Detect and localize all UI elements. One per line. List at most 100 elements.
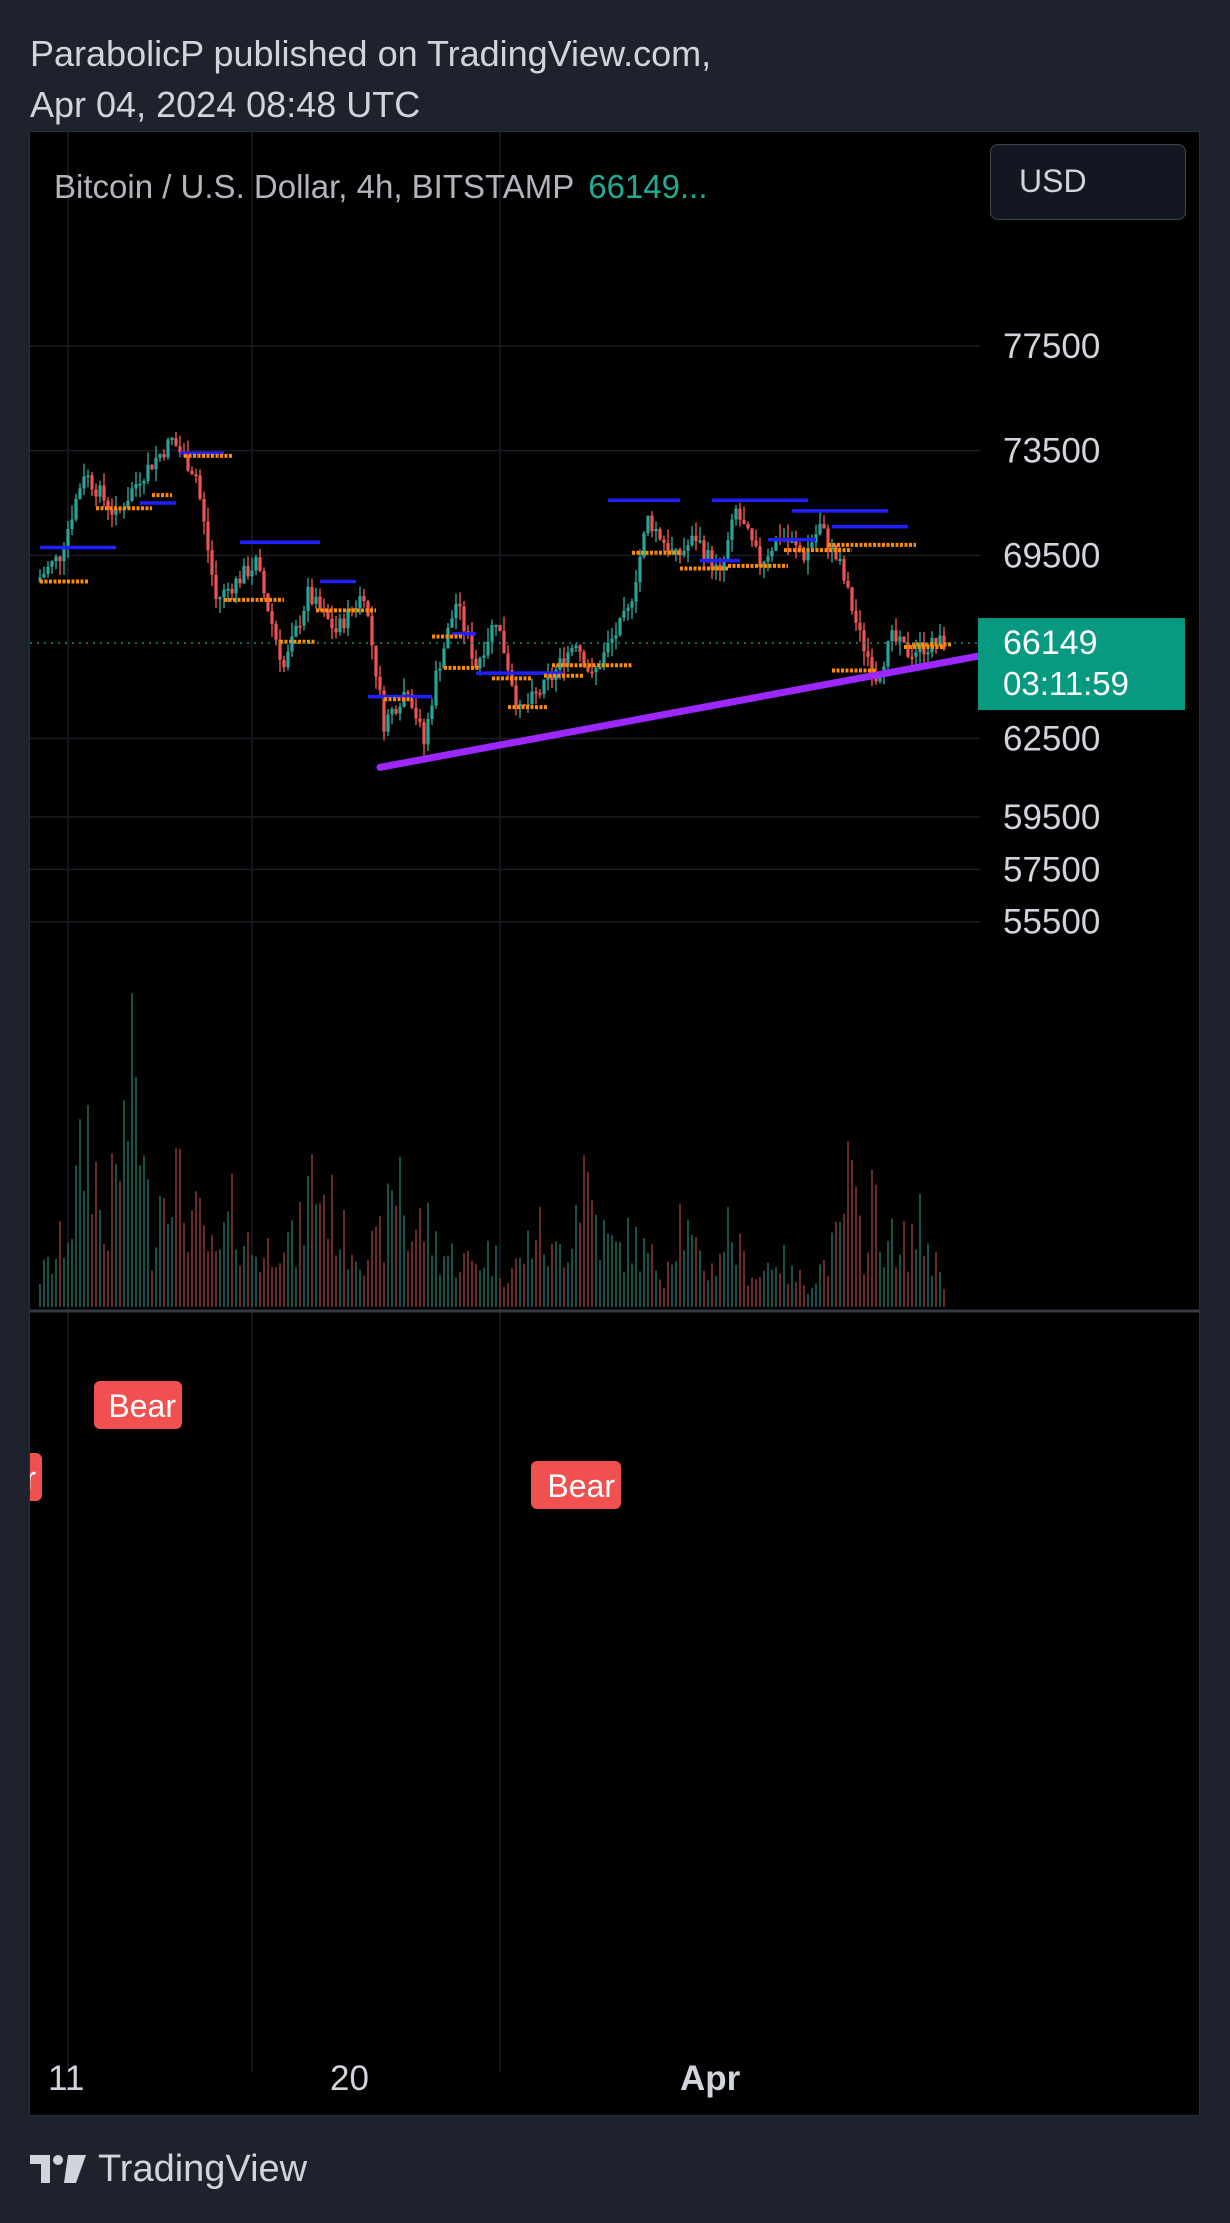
volume-bar [199, 1198, 201, 1307]
volume-bar [439, 1274, 441, 1307]
volume-bar [675, 1261, 677, 1307]
chart-frame[interactable]: 77500 73500 69500 62500 59500 57500 55500 66149… [29, 131, 1200, 2116]
candle-body [746, 524, 750, 529]
volume-bar [75, 1165, 77, 1307]
candle-body [826, 528, 830, 549]
candle-body [658, 528, 662, 540]
volume-bar [59, 1221, 61, 1307]
candle-body [458, 603, 462, 607]
candle-body [666, 543, 670, 552]
candle-body [454, 603, 458, 619]
candle-body [514, 685, 518, 706]
candle-body [850, 587, 854, 612]
volume-bar [671, 1264, 673, 1307]
price-axis-label: 73500 [1003, 432, 1100, 471]
candle-body [318, 596, 322, 610]
candle-body [838, 559, 842, 562]
volume-bar [387, 1183, 389, 1307]
candle-body [86, 475, 90, 478]
volume-bar [611, 1235, 613, 1307]
candle-body [142, 480, 146, 484]
volume-bar [431, 1255, 433, 1307]
volume-bar [879, 1251, 881, 1307]
volume-bar [367, 1259, 369, 1307]
candle-body [254, 557, 258, 571]
candle-body [686, 545, 690, 551]
volume-bar [795, 1282, 797, 1307]
volume-bar [207, 1251, 209, 1307]
candle-body [82, 476, 86, 489]
volume-bar [767, 1262, 769, 1307]
volume-bar [507, 1282, 509, 1307]
volume-bar [667, 1261, 669, 1307]
candle-body [646, 515, 650, 534]
candle-body [298, 625, 302, 628]
volume-bar [603, 1219, 605, 1307]
candle-body [730, 519, 734, 540]
candle-body [790, 541, 794, 544]
tradingview-footer[interactable]: TradingView [30, 2146, 307, 2192]
candle-body [114, 508, 118, 515]
volume-bar [479, 1270, 481, 1307]
volume-bar [923, 1255, 925, 1307]
volume-bar [703, 1270, 705, 1307]
time-axis-label: 20 [330, 2059, 369, 2098]
volume-bar [591, 1200, 593, 1307]
candle-body [578, 645, 582, 652]
last-price-value: 66149 [1003, 624, 1098, 662]
candle-body [330, 618, 334, 629]
candle-body [462, 606, 466, 632]
volume-bar [115, 1164, 117, 1307]
volume-bar [171, 1217, 173, 1307]
volume-bar [335, 1255, 337, 1307]
candle-body [198, 475, 202, 499]
volume-bar [435, 1231, 437, 1307]
volume-bar [339, 1249, 341, 1307]
candle-body [214, 574, 218, 600]
candle-body [610, 638, 614, 644]
volume-bar [299, 1201, 301, 1307]
volume-bar [815, 1283, 817, 1307]
volume-bar [551, 1243, 553, 1307]
candle-body [894, 630, 898, 642]
volume-bar [639, 1271, 641, 1307]
volume-bar [811, 1287, 813, 1307]
volume-bar [763, 1270, 765, 1307]
candle-body [134, 484, 138, 489]
currency-button[interactable]: USD [990, 144, 1186, 220]
candle-body [270, 611, 274, 624]
symbol-title: Bitcoin / U.S. Dollar, 4h, BITSTAMP [54, 168, 575, 205]
candle-body [550, 677, 554, 681]
volume-bar [751, 1277, 753, 1307]
candle-body [470, 633, 474, 659]
volume-bar [651, 1244, 653, 1307]
volume-bar [835, 1221, 837, 1307]
volume-bar [915, 1249, 917, 1307]
candle-body [638, 556, 642, 583]
volume-bar [771, 1269, 773, 1307]
candle-body [806, 547, 810, 561]
candle-body [914, 652, 918, 657]
candle-body [282, 659, 286, 668]
volume-bar [79, 1119, 81, 1307]
candle-body [398, 706, 402, 714]
candle-body [46, 566, 50, 574]
volume-bar [903, 1221, 905, 1307]
candle-body [642, 533, 646, 557]
volume-bar [819, 1264, 821, 1307]
candle-body [558, 658, 562, 670]
candle-body [842, 559, 846, 581]
candle-body [106, 500, 110, 510]
candle-body [406, 691, 410, 694]
candle-body [334, 628, 338, 633]
volume-bar [447, 1255, 449, 1307]
volume-bar [899, 1254, 901, 1307]
volume-bar [55, 1258, 57, 1307]
bear-label: Bear [108, 1388, 176, 1424]
volume-bar [243, 1245, 245, 1307]
volume-bar [555, 1241, 557, 1307]
volume-bar [187, 1252, 189, 1307]
volume-bar [539, 1206, 541, 1307]
chart-canvas[interactable]: 77500 73500 69500 62500 59500 57500 55500 66149… [30, 132, 1200, 2116]
volume-bar [83, 1190, 85, 1307]
